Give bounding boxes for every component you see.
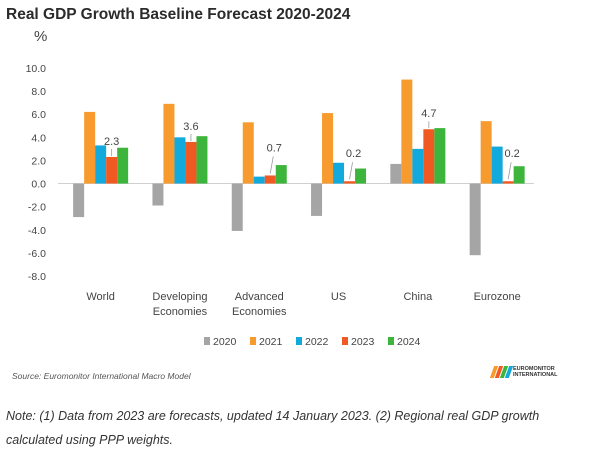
category-label: US [331,291,346,303]
bar-2022 [95,145,107,184]
y-tick-label: 0.0 [31,179,46,191]
category-label: World [86,291,115,303]
bar-2023 [106,156,118,184]
data-label: 0.2 [505,148,520,160]
y-tick-label: -4.0 [28,225,46,237]
bar-2021 [480,121,492,184]
legend-label: 2021 [259,336,283,348]
bar-2022 [491,146,503,184]
bar-2020 [73,183,85,218]
bar-2021 [322,113,334,184]
category-label: Eurozone [474,291,521,303]
category-label: Economies [232,306,287,318]
bar-2020 [311,183,323,216]
logo-text: EUROMONITOR INTERNATIONAL [513,366,563,378]
y-tick-label: 10.0 [26,63,47,75]
bar-2023 [344,181,356,184]
legend-swatch-2021 [250,337,256,345]
y-tick-label: 4.0 [31,132,46,144]
legend-swatch-2022 [296,337,302,345]
y-tick-label: -2.0 [28,202,46,214]
legend-label: 2024 [397,336,421,348]
bar-2021 [163,103,175,184]
bar-2023 [423,129,435,184]
logo-mark-icon [489,366,514,378]
bar-2024 [513,166,525,184]
bar-2022 [253,176,265,184]
bar-2020 [469,183,481,256]
category-label: China [403,291,433,303]
bar-2020 [231,183,243,231]
data-label: 3.6 [183,121,198,133]
y-tick-label: -8.0 [28,271,46,283]
bar-2024 [355,168,367,184]
bar-2022 [174,137,186,184]
bar-2021 [84,111,96,184]
bar-2020 [390,163,402,184]
legend-label: 2020 [213,336,237,348]
legend-swatch-2020 [204,337,210,345]
bar-2021 [242,122,254,184]
legend-label: 2022 [305,336,329,348]
y-tick-label: 2.0 [31,155,46,167]
category-label: Advanced [235,291,284,303]
legend-label: 2023 [351,336,375,348]
y-axis-unit: % [34,28,48,45]
bar-chart: 10.0 8.0 6.0 4.0 2.0 0.0 -2.0 -4.0 -6.0 -8.0 2.3 Wo… [26,63,534,348]
category-label: Developing [152,291,207,303]
data-label-leader [507,162,512,180]
data-label: 4.7 [421,108,436,120]
data-label-leader [269,156,274,174]
source-note: Source: Euromonitor International Macro … [12,371,191,381]
bar-2024 [275,165,287,184]
bar-2022 [412,148,424,184]
chart-title: Real GDP Growth Baseline Forecast 2020-2… [6,6,351,23]
y-tick-label: 6.0 [31,109,46,121]
legend-swatch-2023 [342,337,348,345]
category-label: Economies [153,306,208,318]
bar-2023 [185,141,197,184]
bar-2023 [502,181,514,184]
bar-2021 [401,79,413,184]
bar-2022 [333,162,345,184]
logo-line-2: INTERNATIONAL [513,372,558,378]
data-label-leader [349,162,353,180]
bar-2024 [434,128,446,184]
euromonitor-logo: EUROMONITOR INTERNATIONAL [489,366,563,378]
y-tick-label: -6.0 [28,248,46,260]
legend-swatch-2024 [388,337,394,345]
bar-2020 [152,183,164,206]
bar-2024 [196,136,208,184]
y-tick-label: 8.0 [31,86,46,98]
bar-2024 [117,147,129,184]
data-label: 0.7 [267,142,282,154]
bar-2023 [264,175,276,184]
data-label: 0.2 [346,148,361,160]
data-label: 2.3 [104,136,119,148]
logo-line-1: EUROMONITOR [513,366,555,372]
footnote: Note: (1) Data from 2023 are forecasts, … [6,409,540,447]
